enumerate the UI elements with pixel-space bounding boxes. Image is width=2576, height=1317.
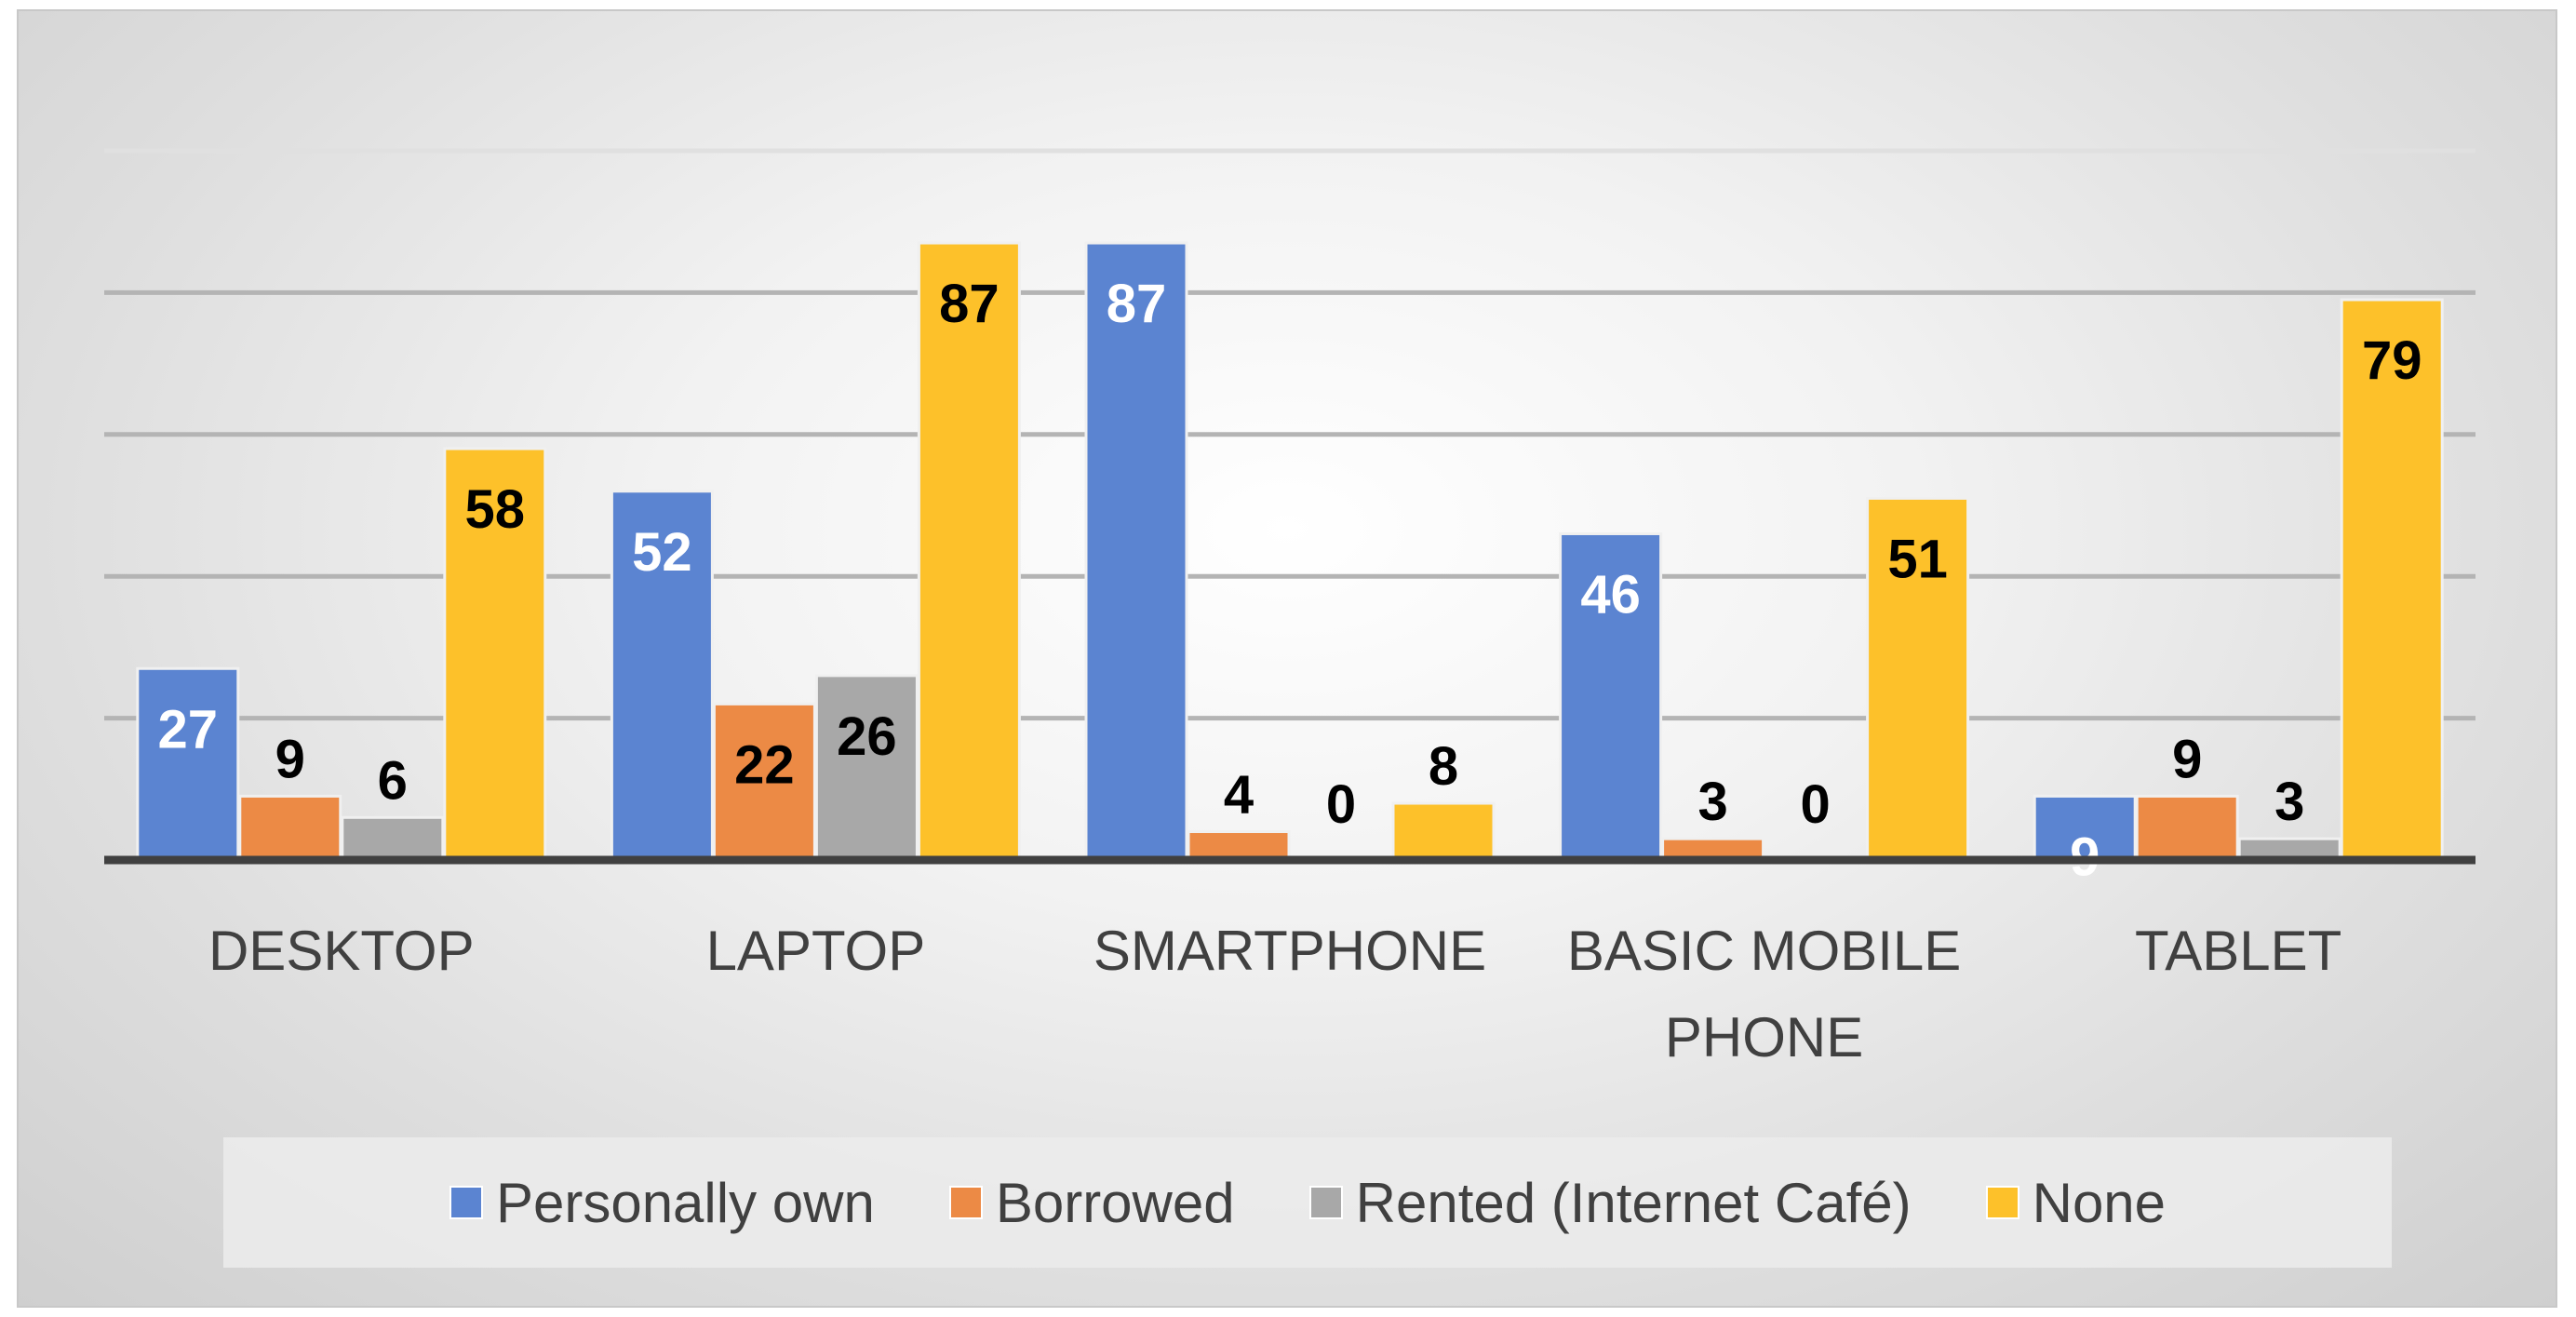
- bar: [238, 794, 342, 862]
- bar: [712, 702, 816, 862]
- data-label: 3: [1697, 772, 1727, 832]
- bar: [443, 447, 547, 862]
- chart-plot: 275287469922439626003588785179DESKTOPLAP…: [104, 148, 2475, 1068]
- bar: [2033, 794, 2137, 862]
- data-label: 3: [2274, 772, 2304, 832]
- data-label: 9: [275, 729, 305, 789]
- legend-label: None: [2032, 1171, 2167, 1234]
- category-label: SMARTPHONE: [1093, 920, 1486, 982]
- data-label: 26: [837, 706, 897, 767]
- data-label: 8: [1429, 736, 1458, 797]
- category-label: LAPTOP: [706, 920, 926, 982]
- bar: [1187, 830, 1291, 862]
- bar: [2340, 298, 2444, 862]
- data-label: 87: [1107, 274, 1167, 334]
- data-label: 0: [1800, 774, 1830, 835]
- data-label: 79: [2362, 330, 2422, 391]
- legend-label: Rented (Internet Café): [1355, 1171, 1912, 1234]
- bar: [1084, 241, 1188, 862]
- data-label: 46: [1580, 564, 1641, 625]
- data-label: 51: [1887, 529, 1948, 589]
- bar: [1866, 496, 1970, 862]
- legend-item: Borrowed: [948, 1171, 1235, 1235]
- legend-item: Personally own: [449, 1171, 875, 1235]
- legend-label: Personally own: [495, 1171, 875, 1234]
- legend-item: None: [1985, 1171, 2167, 1235]
- data-label: 52: [632, 522, 692, 583]
- legend-swatch: [948, 1186, 983, 1219]
- data-label: 9: [2172, 729, 2202, 789]
- legend-item: Rented (Internet Café): [1308, 1171, 1912, 1235]
- data-label: 6: [378, 750, 408, 811]
- legend-swatch: [449, 1186, 483, 1219]
- data-label: 22: [734, 734, 795, 795]
- data-label: 0: [1326, 774, 1356, 835]
- bar: [341, 815, 445, 862]
- bar: [2135, 794, 2239, 862]
- category-label: TABLET: [2135, 920, 2341, 982]
- data-label: 58: [465, 479, 526, 540]
- bar: [1391, 801, 1496, 862]
- legend-swatch: [1308, 1186, 1343, 1219]
- category-label: DESKTOP: [208, 920, 475, 982]
- bar: [814, 674, 919, 862]
- category-label: PHONE: [1665, 1006, 1863, 1068]
- legend: Personally own Borrowed Rented (Internet C…: [223, 1137, 2392, 1268]
- legend-label: Borrowed: [995, 1171, 1235, 1234]
- data-label: 4: [1224, 765, 1254, 826]
- data-label: 87: [939, 274, 1000, 334]
- bar: [136, 666, 240, 862]
- chart-frame: 275287469922439626003588785179DESKTOPLAP…: [17, 9, 2557, 1308]
- data-label: 27: [158, 699, 219, 759]
- legend-swatch: [1985, 1186, 2019, 1219]
- bar: [917, 241, 1021, 862]
- category-label: BASIC MOBILE: [1567, 920, 1961, 982]
- bar: [610, 490, 714, 862]
